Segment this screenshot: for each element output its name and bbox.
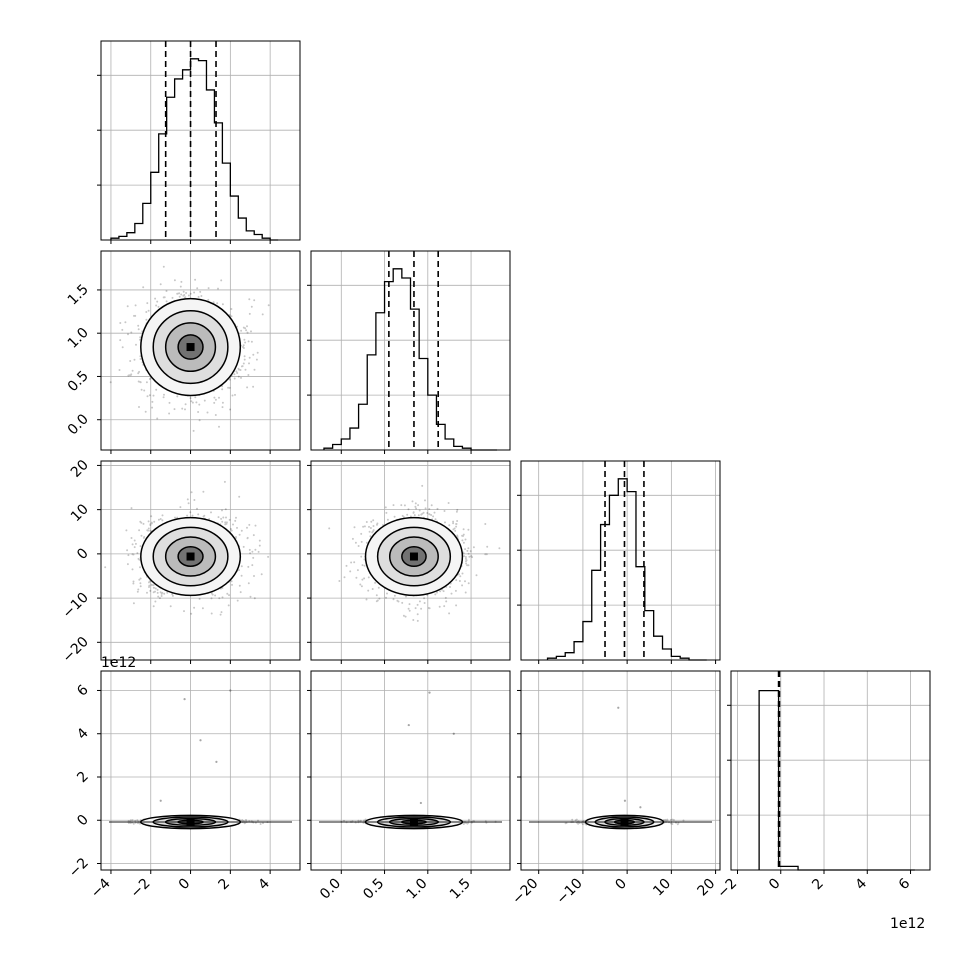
y-offset-text: 1e12 xyxy=(101,655,136,671)
x-tick-label: 0.0 xyxy=(317,876,344,903)
x-tick-label: 4 xyxy=(255,875,273,893)
x-tick-label: 2 xyxy=(809,876,827,894)
x-tick-label: 10 xyxy=(650,876,674,900)
y-tick-label: 0 xyxy=(74,545,92,563)
outlier-point xyxy=(199,739,201,741)
outlier-point xyxy=(453,733,455,735)
panel-1-1 xyxy=(307,251,510,454)
panel-frame xyxy=(731,671,930,870)
x-offset-text: 1e12 xyxy=(890,916,925,932)
density-peak xyxy=(187,553,195,561)
y-tick-label: −2 xyxy=(66,855,92,881)
y-tick-label: 0 xyxy=(74,812,92,830)
outlier-point xyxy=(428,692,430,694)
y-tick-label: 6 xyxy=(74,682,92,700)
panel-frame xyxy=(311,671,510,870)
panel-frame xyxy=(521,671,720,870)
density-peak xyxy=(410,553,418,561)
panel-2-2 xyxy=(517,461,720,664)
x-tick-label: 6 xyxy=(896,875,914,893)
outlier-point xyxy=(639,806,641,808)
y-tick-label: 0.0 xyxy=(65,411,92,438)
outlier-point xyxy=(183,698,185,700)
panel-frame xyxy=(521,461,720,660)
y-tick-label: 1.0 xyxy=(65,325,92,352)
y-tick-label: 2 xyxy=(74,769,92,787)
x-tick-label: 0 xyxy=(612,876,630,894)
histogram-step xyxy=(111,59,278,240)
x-tick-label: 0 xyxy=(766,876,784,894)
histogram-step xyxy=(759,691,915,870)
x-tick-label: −20 xyxy=(509,876,541,908)
x-tick-label: −10 xyxy=(554,876,586,908)
density-peak xyxy=(187,343,195,351)
x-tick-label: 20 xyxy=(694,876,718,900)
outlier-point xyxy=(617,707,619,709)
y-tick-label: −10 xyxy=(60,590,92,622)
y-tick-label: 1.5 xyxy=(65,281,92,308)
y-tick-label: −20 xyxy=(60,634,92,666)
x-tick-label: 1.0 xyxy=(404,876,431,903)
panel-3-1: 0.0 0.5 1.0 1.5 xyxy=(307,671,510,903)
panel-1-0: 0.0 0.5 1.0 1.5 xyxy=(65,251,300,454)
outlier-point xyxy=(624,800,626,802)
x-tick-label: −2 xyxy=(714,876,740,902)
y-tick-label: 20 xyxy=(68,457,92,481)
outlier-point xyxy=(229,689,231,691)
x-tick-label: 0 xyxy=(176,876,194,894)
x-tick-label: 1.5 xyxy=(447,876,474,903)
outlier-point xyxy=(420,802,422,804)
x-tick-label: −2 xyxy=(128,876,154,902)
panel-3-3: −2 0 2 4 6 xyxy=(714,671,930,901)
panel-3-0: −4 −2 0 2 4−20246 xyxy=(66,671,300,901)
panel-2-0: −20 −10 0 10 20 xyxy=(60,457,300,666)
panel-3-2: −20 −10 0 10 20 xyxy=(509,671,720,908)
y-tick-label: 0.5 xyxy=(65,368,92,395)
x-tick-label: −4 xyxy=(88,875,114,901)
x-tick-label: 2 xyxy=(216,876,234,894)
y-tick-label: 4 xyxy=(74,725,92,743)
x-tick-label: 0.5 xyxy=(360,876,387,903)
outlier-point xyxy=(160,800,162,802)
panel-0-0 xyxy=(97,41,300,244)
x-tick-label: 4 xyxy=(852,875,870,893)
panel-2-1 xyxy=(307,461,510,664)
outlier-point xyxy=(408,724,410,726)
outlier-point xyxy=(215,761,217,763)
y-tick-label: 10 xyxy=(68,501,92,525)
panels-layer: 0.00.51.01.5−20−1001020−4 −2 0 2 4−202460.0 0… xyxy=(60,41,930,908)
